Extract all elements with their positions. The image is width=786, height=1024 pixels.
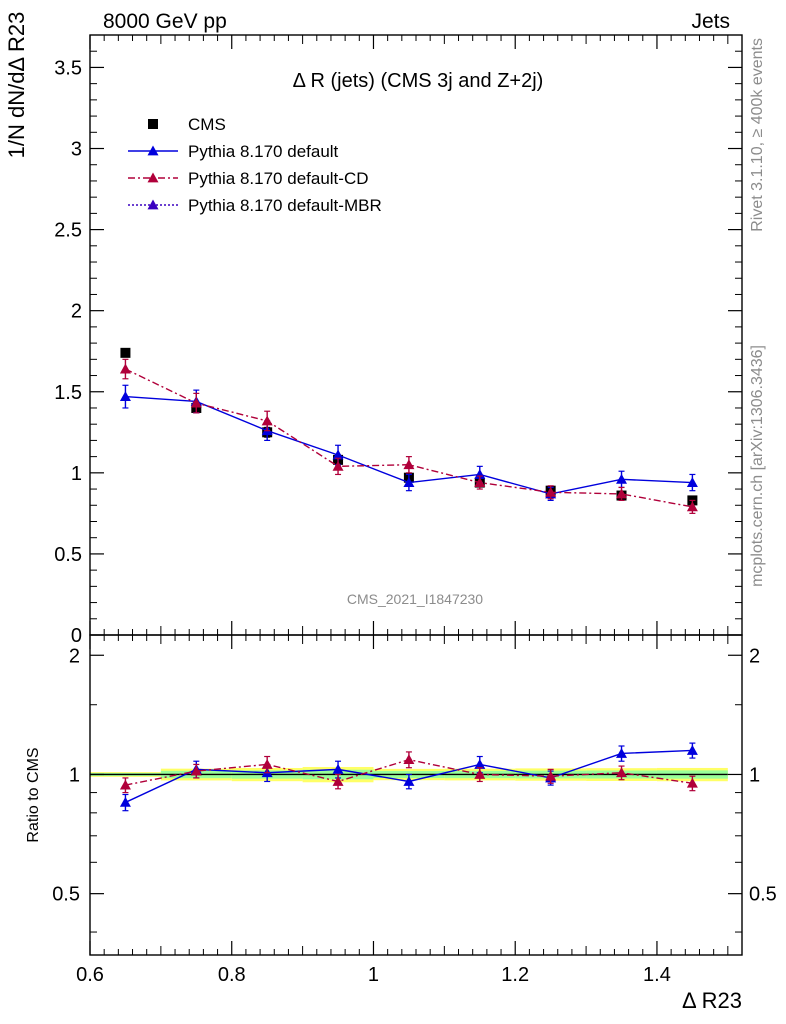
main-y-tick-label: 2 (71, 301, 82, 323)
x-axis-label: Δ R23 (682, 988, 742, 1013)
main-y-tick-label: 0.5 (54, 544, 82, 566)
analysis-id-label: CMS_2021_I1847230 (347, 591, 483, 607)
main-y-tick-label: 3.5 (54, 57, 82, 79)
x-axis-label-text: Δ R23 (682, 988, 742, 1013)
ratio-point-triangle (119, 779, 131, 790)
ratio-y-tick-label: 0.5 (52, 884, 80, 906)
ratio-frame (89, 634, 743, 956)
ratio-point-triangle (474, 758, 486, 769)
ratio-point-triangle (686, 777, 698, 788)
main-panel: 0 0.5 1 1.5 2 2.5 3 3.5 Δ R (jets) (CMS 3j and … (54, 34, 743, 647)
rivet-side-label: Rivet 3.1.10, ≥ 400k events (749, 38, 766, 232)
main-y-tick-label: 2.5 (54, 220, 82, 242)
main-y-tick-label: 3 (71, 139, 82, 161)
ratio-point-triangle (616, 767, 628, 778)
data-point-triangle (403, 477, 415, 487)
ratio-point-triangle (332, 763, 344, 774)
main-y-tick-label: 1 (71, 463, 82, 485)
ratio-point-triangle (474, 768, 486, 779)
x-tick-label: 1.2 (501, 964, 529, 986)
main-y-axis-label-text: 1/N dN/dΔ R23 (4, 12, 29, 159)
x-tick-label: 1.4 (643, 964, 671, 986)
data-point-triangle (119, 391, 131, 402)
ratio-point-triangle (686, 744, 698, 755)
ratio-y-tick-label-right: 1 (749, 764, 760, 786)
ratio-point-triangle (119, 796, 131, 807)
legend-marker-square (148, 119, 158, 129)
legend-label: Pythia 8.170 default-CD (188, 169, 369, 188)
ratio-point-triangle (261, 758, 273, 769)
x-tick-label: 1 (368, 964, 379, 986)
main-ticks: 0 0.5 1 1.5 2 2.5 3 3.5 (54, 35, 742, 647)
data-point-triangle (616, 488, 628, 499)
energy-label: 8000 GeV pp (103, 10, 227, 33)
ratio-y-tick-label: 1 (69, 764, 80, 786)
x-tick-label: 0.6 (76, 964, 104, 986)
data-point-triangle (686, 477, 698, 487)
ratio-panel: 0.5 0.5 1 1 2 2 0.6 0.8 1 1.2 1.4 Ratio to CMS (25, 634, 777, 986)
ratio-y-tick-label-right: 2 (749, 645, 760, 667)
ratio-point-triangle (545, 770, 557, 781)
legend-marker-triangle (147, 145, 159, 156)
main-y-axis-label: 1/N dN/dΔ R23 (4, 12, 29, 159)
ratio-point-triangle (616, 747, 628, 758)
legend-label: Pythia 8.170 default-MBR (188, 196, 382, 215)
mcplots-side-label: mcplots.cern.ch [arXiv:1306.3436] (749, 345, 766, 587)
data-point-triangle (474, 477, 486, 487)
ratio-point-triangle (332, 775, 344, 786)
data-point-triangle (332, 449, 344, 460)
data-point-square (120, 347, 131, 358)
chart-title: Δ R (jets) (CMS 3j and Z+2j) (293, 70, 544, 92)
main-series (119, 347, 698, 514)
ratio-series-1 (119, 751, 698, 794)
data-point-triangle (332, 460, 344, 471)
x-tick-label: 0.8 (218, 964, 246, 986)
ratio-y-axis-label: Ratio to CMS (25, 747, 42, 842)
data-point-triangle (261, 415, 273, 426)
data-point-triangle (686, 501, 698, 512)
legend: CMS Pythia 8.170 default Pythia 8.170 defa… (128, 115, 382, 215)
main-y-tick-label: 0 (71, 625, 82, 647)
category-label: Jets (691, 10, 730, 33)
ratio-point-triangle (190, 765, 202, 776)
legend-label: CMS (188, 115, 226, 134)
data-point-triangle (403, 459, 415, 470)
data-point-triangle (190, 397, 202, 408)
ratio-point-triangle (403, 775, 415, 786)
legend-marker-triangle (147, 199, 159, 210)
series-2 (119, 358, 698, 514)
data-point-triangle (119, 363, 131, 374)
series-1 (119, 384, 698, 502)
data-point-triangle (545, 486, 557, 497)
ratio-series (119, 742, 698, 812)
ratio-y-tick-label-right: 0.5 (749, 884, 777, 906)
legend-label: Pythia 8.170 default (188, 142, 339, 161)
ratio-point-triangle (403, 754, 415, 765)
main-y-tick-label: 1.5 (54, 382, 82, 404)
ratio-ticks: 0.5 0.5 1 1 2 2 0.6 0.8 1 1.2 1.4 (52, 635, 777, 986)
data-point-triangle (616, 473, 628, 484)
ratio-y-tick-label: 2 (69, 645, 80, 667)
legend-marker-triangle (147, 172, 159, 183)
